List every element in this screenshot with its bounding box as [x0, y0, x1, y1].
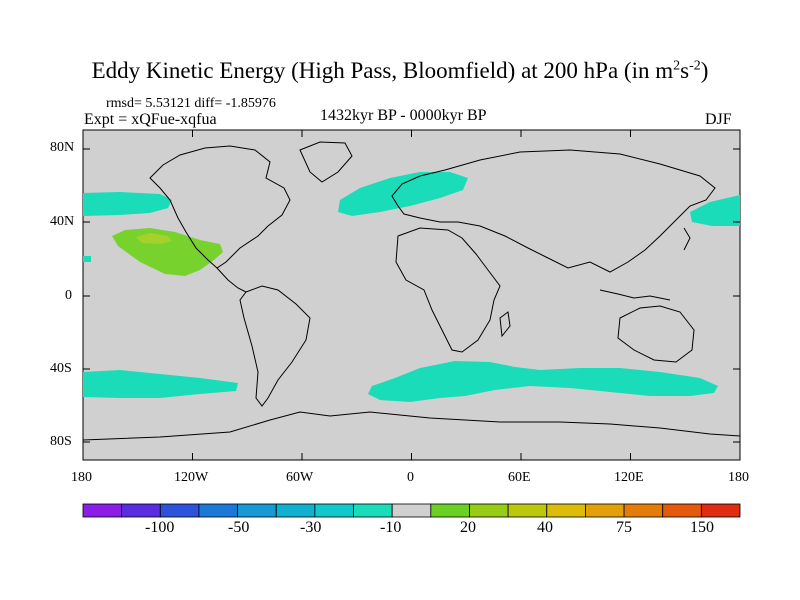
negative-region-north-atlantic [338, 172, 468, 216]
period-label: 1432kyr BP - 0000kyr BP [320, 107, 487, 124]
lon-label-60e: 60E [508, 470, 531, 485]
anomaly-regions [83, 172, 740, 402]
colorbar-label: 40 [537, 519, 553, 536]
coast-japan [683, 227, 691, 251]
colorbar-swatch [507, 503, 548, 518]
positive-region-peak [136, 233, 172, 244]
colorbar-swatch [469, 503, 509, 518]
coast-greenland [299, 141, 353, 183]
colorbar-swatch [391, 503, 432, 518]
statistics-text: rmsd= 5.53121 diff= -1.85976 [106, 96, 276, 111]
coast-central-america [216, 267, 247, 293]
colorbar-label: 20 [460, 519, 476, 536]
colorbar-swatch [430, 503, 470, 518]
coast-indonesia [599, 289, 671, 301]
lat-label-80s: 80S [50, 434, 72, 449]
lon-label-120e: 120E [614, 470, 644, 485]
coast-eurasia [391, 149, 716, 273]
colorbar-swatch [700, 503, 741, 518]
colorbar-swatch [662, 503, 702, 518]
colorbar-swatch [546, 503, 586, 518]
negative-region-southern-ocean [368, 361, 718, 402]
longitude-ticks [82, 130, 741, 460]
negative-region-small-dot [83, 256, 91, 262]
lat-label-40s: 40S [50, 361, 72, 376]
colorbar-label: -100 [145, 519, 175, 536]
colorbar-label: -10 [380, 519, 402, 536]
lat-label-80n: 80N [50, 140, 75, 155]
colorbar-swatch [159, 503, 200, 518]
lon-label-120w: 120W [174, 470, 209, 485]
coast-madagascar [499, 311, 511, 338]
colorbar-swatch [585, 503, 625, 518]
colorbar-label: -50 [228, 519, 250, 536]
coast-north-america [149, 145, 291, 269]
lon-label-0: 0 [407, 470, 414, 485]
coast-south-america [239, 285, 311, 407]
lat-label-0: 0 [65, 288, 72, 303]
lon-label-180w: 180 [71, 470, 92, 485]
lat-label-40n: 40N [50, 214, 75, 229]
colorbar-swatch [623, 503, 664, 518]
lon-label-180e: 180 [728, 470, 749, 485]
colorbar-swatch [198, 503, 238, 518]
negative-region-south-pacific [83, 370, 238, 398]
negative-region-north-pacific-east [690, 195, 740, 226]
negative-region-north-pacific-west [83, 192, 172, 216]
colorbar-swatch [353, 503, 393, 518]
latitude-ticks [83, 148, 740, 443]
colorbar-label: 150 [690, 519, 714, 536]
colorbar-swatch [314, 503, 354, 518]
coastlines [82, 141, 741, 441]
lon-label-60w: 60W [286, 470, 314, 485]
plot-title: Eddy Kinetic Energy (High Pass, Bloomfie… [91, 58, 709, 83]
colorbar [82, 503, 741, 518]
colorbar-label: -30 [300, 519, 322, 536]
coast-australia [617, 305, 695, 363]
experiment-label: Expt = xQFue-xqfua [84, 111, 217, 128]
colorbar-swatch [121, 503, 161, 518]
coast-antarctica [82, 411, 741, 441]
colorbar-swatch [82, 503, 123, 518]
colorbar-swatch [237, 503, 277, 518]
colorbar-label: 75 [616, 519, 632, 536]
coast-africa [395, 227, 501, 353]
season-label: DJF [705, 111, 732, 128]
colorbar-swatch [275, 503, 316, 518]
